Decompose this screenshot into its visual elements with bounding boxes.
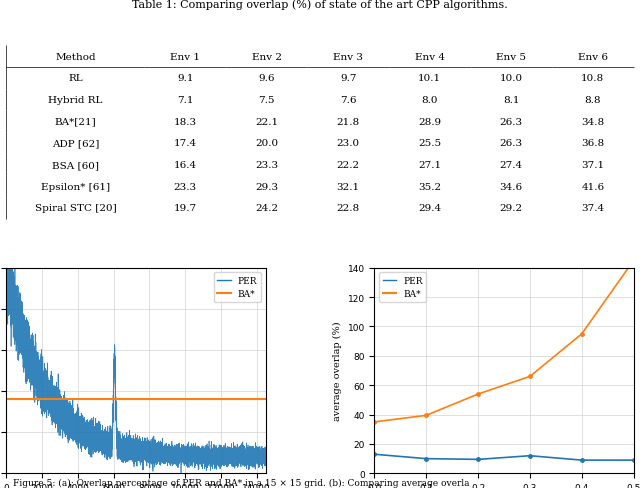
Legend: PER, BA*: PER, BA* <box>214 273 261 303</box>
Legend: PER, BA*: PER, BA* <box>379 273 426 303</box>
Y-axis label: average overlap (%): average overlap (%) <box>333 321 342 421</box>
Text: Table 1: Comparing overlap (%) of state of the art CPP algorithms.: Table 1: Comparing overlap (%) of state … <box>132 0 508 10</box>
Text: Figure 5: (a): Overlap percentage of PER and BA* in a 15 × 15 grid. (b): Compari: Figure 5: (a): Overlap percentage of PER… <box>13 478 469 487</box>
